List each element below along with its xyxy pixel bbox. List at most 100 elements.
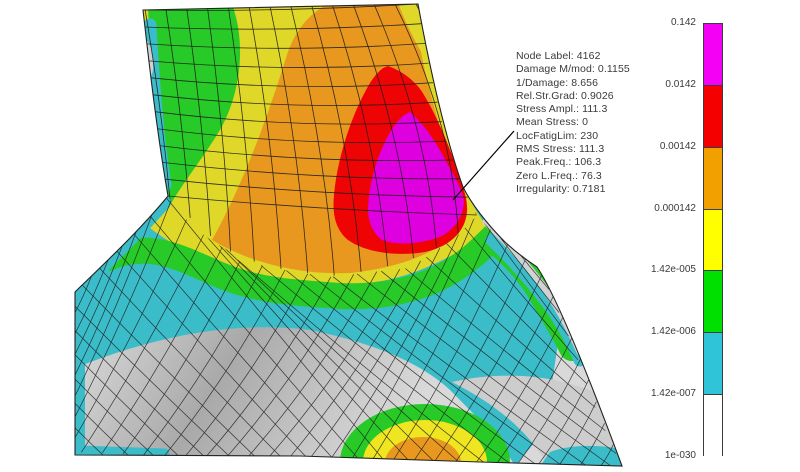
mesh-line bbox=[75, 242, 124, 355]
mesh-line bbox=[75, 427, 104, 456]
mesh-line bbox=[164, 269, 286, 457]
legend-tick-label: 0.00142 bbox=[659, 140, 696, 152]
mesh-line bbox=[381, 270, 617, 454]
bottom-right-cyan-strip bbox=[540, 445, 622, 466]
mesh-line bbox=[559, 401, 597, 465]
mesh-line bbox=[143, 265, 263, 456]
mesh-line bbox=[81, 284, 256, 458]
mesh-line bbox=[75, 330, 206, 458]
mesh-line bbox=[308, 273, 560, 465]
legend-tick-label: 1.42e-007 bbox=[650, 388, 696, 400]
legend-segment bbox=[704, 85, 722, 148]
probe-annotation-line: Peak.Freq.: 106.3 bbox=[516, 156, 602, 169]
mesh-line bbox=[185, 273, 309, 457]
mesh-line bbox=[152, 94, 438, 106]
mesh-line bbox=[167, 195, 477, 216]
mesh-line bbox=[434, 274, 543, 462]
mesh-line bbox=[162, 162, 461, 180]
mesh-line bbox=[372, 228, 492, 460]
mesh-line bbox=[75, 214, 189, 438]
legend-tick-label: 0.0142 bbox=[665, 78, 696, 90]
green-patch-region bbox=[148, 4, 241, 205]
legend-segment bbox=[704, 395, 722, 457]
mesh-line bbox=[183, 210, 408, 460]
probe-annotation-block: Node Label: 4162 Damage M/mod: 0.1155 1/Da… bbox=[516, 50, 706, 196]
probe-annotation-line: Mean Stress: 0 bbox=[516, 116, 589, 129]
mesh-line bbox=[311, 5, 362, 274]
mesh-line bbox=[356, 273, 611, 466]
mesh-line bbox=[75, 199, 172, 417]
mesh-line bbox=[393, 243, 509, 461]
mesh-line bbox=[260, 265, 510, 464]
mesh-line bbox=[517, 357, 582, 464]
mesh-line bbox=[75, 354, 180, 457]
mesh-line bbox=[116, 250, 307, 458]
mesh-boundary-outline bbox=[74, 3, 623, 467]
legend-segment bbox=[704, 333, 722, 396]
mesh-line bbox=[476, 314, 565, 463]
mesh-line bbox=[455, 294, 555, 462]
mesh-line bbox=[81, 230, 206, 453]
mesh-line bbox=[219, 243, 459, 462]
mesh-line bbox=[207, 7, 232, 254]
annotation-leader-line bbox=[452, 130, 515, 201]
mesh-line bbox=[205, 276, 332, 457]
mesh-line bbox=[373, 4, 437, 251]
mesh-line bbox=[481, 219, 569, 337]
mesh-line bbox=[289, 260, 421, 459]
mesh-line bbox=[99, 267, 282, 458]
mesh-line bbox=[394, 4, 459, 235]
bottom-left-cyan-strip bbox=[75, 445, 170, 458]
mesh-line bbox=[228, 7, 255, 265]
legend-color-bar bbox=[703, 23, 723, 457]
legend-segment bbox=[704, 147, 722, 210]
yellow-corner-sliver bbox=[397, 4, 426, 60]
fe-mesh-base bbox=[75, 197, 617, 466]
mesh-line bbox=[201, 226, 434, 461]
mesh-line bbox=[446, 243, 587, 384]
legend-segment bbox=[704, 24, 722, 86]
probe-annotation-line: Rel.Str.Grad: 0.9026 bbox=[516, 89, 614, 102]
mesh-line bbox=[268, 269, 401, 458]
legend-segment bbox=[704, 209, 722, 272]
probe-annotation-line: LocFatigLim: 230 bbox=[516, 129, 599, 142]
mesh-line bbox=[148, 60, 429, 68]
mesh-line bbox=[146, 43, 426, 49]
mesh-line bbox=[290, 6, 335, 276]
mesh-line bbox=[413, 258, 527, 461]
mesh-line bbox=[332, 5, 389, 271]
mesh-line bbox=[159, 145, 454, 162]
mesh-line bbox=[75, 403, 129, 457]
mesh-line bbox=[426, 256, 596, 408]
mesh-line bbox=[237, 259, 484, 463]
mesh-line bbox=[226, 274, 355, 458]
mesh-line bbox=[101, 245, 224, 454]
mesh-line bbox=[284, 269, 535, 464]
mesh-line bbox=[144, 23, 422, 30]
mesh-line bbox=[186, 8, 211, 236]
mesh-line bbox=[600, 444, 614, 466]
legend-tick-label: 1e-030 bbox=[664, 450, 696, 461]
magenta-peak-region bbox=[368, 112, 464, 244]
mesh-line bbox=[143, 4, 419, 11]
legend-tick-label: 1.42e-006 bbox=[650, 326, 696, 338]
mesh-line bbox=[75, 306, 231, 458]
mesh-line bbox=[132, 232, 332, 458]
mesh-line bbox=[156, 128, 447, 143]
probe-annotation-line: 1/Damage: 8.656 bbox=[516, 76, 599, 89]
mesh-line bbox=[464, 227, 579, 360]
mesh-line bbox=[122, 261, 241, 455]
legend-tick-label: 0.142 bbox=[670, 17, 696, 28]
mesh-line bbox=[75, 275, 92, 313]
mesh-line bbox=[75, 378, 155, 457]
mesh-line bbox=[165, 197, 383, 459]
probe-annotation-line: Irregularity: 0.7181 bbox=[516, 182, 606, 195]
mesh-line bbox=[154, 111, 442, 125]
mesh-line bbox=[499, 236, 560, 313]
legend-tick-label: 0.000142 bbox=[654, 202, 696, 214]
mesh-line bbox=[75, 207, 155, 397]
mesh-line bbox=[580, 423, 605, 466]
legend-tick-label: 1.42e-005 bbox=[650, 264, 696, 276]
